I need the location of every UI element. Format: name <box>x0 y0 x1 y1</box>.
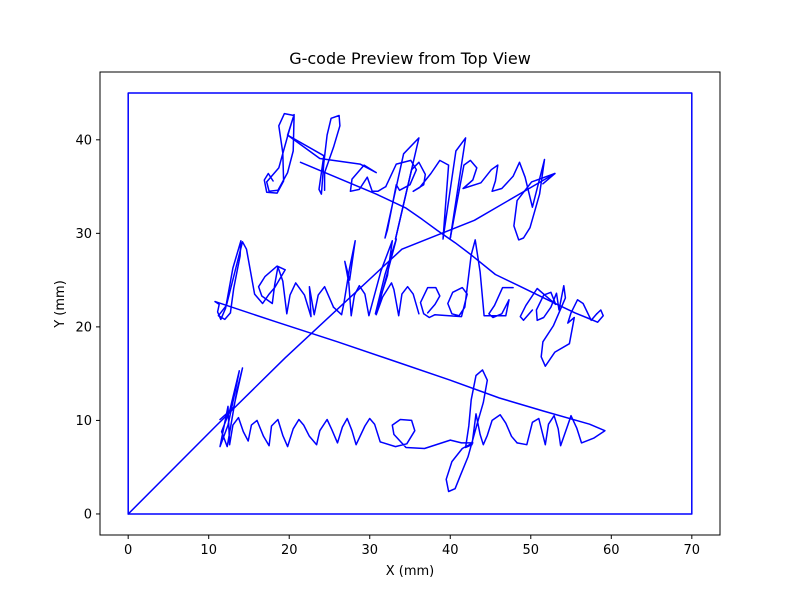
x-tick-label: 20 <box>281 543 298 558</box>
toolpath-series-10 <box>419 239 514 319</box>
toolpath-series-16 <box>219 367 452 450</box>
y-tick-label: 0 <box>84 507 92 522</box>
y-tick-label: 10 <box>75 414 92 429</box>
y-tick-label: 20 <box>75 320 92 335</box>
toolpath-series-11 <box>332 238 420 317</box>
y-tick-label: 40 <box>75 133 92 148</box>
x-tick-label: 50 <box>523 543 540 558</box>
y-tick-label: 30 <box>75 227 92 242</box>
toolpath-series-1 <box>127 92 693 515</box>
toolpath-series-15 <box>445 369 518 493</box>
toolpath-layer <box>127 92 693 515</box>
toolpath-series-14 <box>214 300 606 447</box>
toolpath-series-6 <box>394 137 467 240</box>
plot-area <box>99 71 721 536</box>
y-axis-label: Y (mm) <box>53 280 68 329</box>
y-axis-ticks: 0 10 20 30 40 <box>75 133 100 522</box>
toolpath-series-8 <box>299 161 604 323</box>
x-tick-label: 10 <box>200 543 217 558</box>
x-tick-label: 30 <box>361 543 378 558</box>
x-tick-label: 60 <box>603 543 620 558</box>
x-axis-label: X (mm) <box>386 564 435 579</box>
x-axis-ticks: 0 10 20 30 40 50 60 70 <box>124 535 700 558</box>
chart-title: G-code Preview from Top View <box>289 49 531 68</box>
toolpath-series-5 <box>384 137 420 240</box>
toolpath-series-4 <box>286 134 387 193</box>
x-tick-label: 70 <box>684 543 701 558</box>
toolpath-series-13 <box>214 240 242 321</box>
x-tick-label: 40 <box>442 543 459 558</box>
toolpath-series-7 <box>449 158 556 241</box>
x-tick-label: 0 <box>124 543 132 558</box>
axes-frame <box>99 71 721 536</box>
toolpath-series-12 <box>217 241 335 321</box>
toolpath-series-3 <box>263 112 341 195</box>
toolpath-series-9 <box>519 284 598 367</box>
